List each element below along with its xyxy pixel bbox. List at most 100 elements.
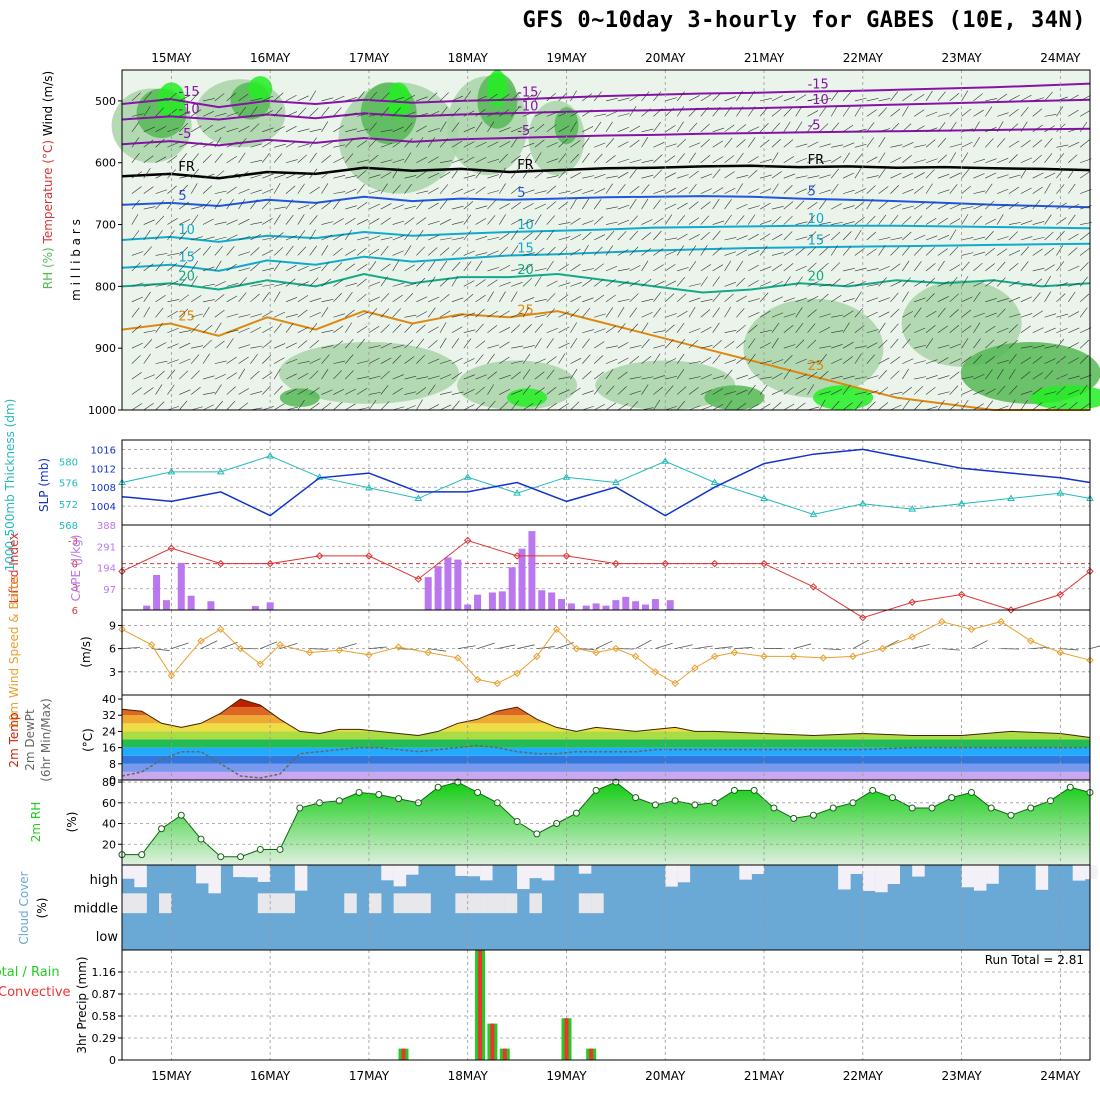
wind-barb: [285, 125, 297, 133]
wind-barb: [700, 405, 713, 411]
wind-barb: [736, 277, 746, 287]
wind-barb: [902, 142, 914, 148]
wind-barb: [546, 327, 558, 334]
wind-barb: [665, 172, 677, 179]
wind-barb: [902, 338, 911, 349]
li-point: [167, 544, 176, 552]
wind-barb: [902, 172, 914, 179]
wind-barb: [487, 93, 498, 102]
wind-barb: [333, 388, 345, 395]
wind-barb: [380, 129, 393, 133]
wind-barb: [771, 183, 779, 194]
wind-barb: [771, 296, 783, 303]
wind-barb: [949, 276, 958, 287]
wind-barb: [250, 247, 260, 256]
wind-barb: [179, 184, 188, 194]
wind-barb: [475, 260, 483, 272]
rh-point: [691, 801, 699, 809]
wind-barb: [202, 324, 213, 333]
wind-barb: [617, 280, 629, 287]
wind-barb: [1079, 109, 1091, 117]
wind-barb: [487, 111, 499, 117]
wind-barb: [1068, 233, 1079, 241]
cape-bar: [498, 591, 506, 610]
wind-barb: [380, 183, 388, 194]
temp-tick: 16: [102, 742, 116, 755]
wind-barb: [985, 325, 996, 333]
wind-barb: [191, 142, 203, 148]
wind-barb: [866, 297, 879, 303]
wind-barb: [1056, 217, 1067, 225]
wind-barb: [866, 401, 876, 411]
li-point: [266, 559, 274, 568]
slp-line: [121, 448, 1091, 517]
wind-barb: [854, 325, 865, 333]
wind-barb: [925, 406, 938, 411]
wind-barb: [914, 279, 925, 287]
wind-point: [305, 648, 314, 657]
wind-barb: [333, 144, 346, 148]
wind-barb: [570, 248, 581, 256]
wind-barb: [700, 154, 711, 163]
wind-barb: [925, 386, 936, 395]
wind-barb: [594, 173, 606, 179]
wind-barb: [380, 142, 393, 148]
wind-barb: [866, 97, 879, 102]
wind-barb: [665, 237, 678, 241]
wind-barb: [759, 139, 770, 148]
wind-barb: [937, 173, 950, 179]
wind-barb: [143, 168, 151, 179]
wind-barb: [262, 310, 273, 318]
wind-barb: [759, 292, 769, 303]
wind-barb: [404, 245, 412, 256]
wind-point: [730, 648, 739, 657]
wind-barb: [167, 108, 178, 117]
wind-barb: [783, 156, 795, 163]
wind-barb: [641, 384, 649, 395]
wind-barb: [854, 128, 867, 133]
wind-barb: [356, 293, 367, 303]
wind-barb: [736, 152, 744, 163]
wind-barb: [890, 308, 900, 318]
wind-barb: [700, 106, 709, 117]
wind-barb: [262, 200, 271, 210]
wind-barb: [297, 107, 307, 117]
wind-barb: [570, 189, 582, 194]
wind-barb: [143, 91, 152, 102]
rh-point: [276, 845, 284, 853]
wind-barb: [593, 91, 602, 102]
wind-barb: [594, 404, 605, 411]
wind-point: [691, 664, 699, 672]
wind-barb: [783, 313, 796, 318]
wind-barb: [345, 309, 355, 318]
wind-barb: [1008, 313, 1021, 318]
isotherm-label: -5: [178, 127, 191, 142]
wind-point: [167, 671, 176, 680]
x-tick-label-bottom: 21MAY: [744, 1069, 785, 1083]
wind-barb: [807, 406, 820, 411]
wind-barb: [831, 344, 843, 349]
wind-barb: [262, 188, 274, 194]
wind-barb: [724, 155, 735, 163]
wind-barb: [511, 218, 522, 225]
wind-barb: [807, 361, 820, 364]
wind-barb: [439, 322, 447, 333]
wind-barb: [582, 268, 595, 272]
wind-barb: [309, 245, 318, 256]
wind-barb: [238, 236, 251, 241]
rh-point: [217, 853, 225, 861]
cloud-gap-middle: [405, 893, 419, 914]
wind-barb: [570, 110, 582, 117]
wind-barb: [759, 233, 771, 241]
wind-barb: [273, 291, 281, 302]
wind-barb: [747, 137, 756, 148]
temp-bands: [122, 699, 1090, 780]
wind-barb: [392, 140, 403, 148]
wind-barb: [641, 108, 651, 117]
wind-barb: [831, 358, 843, 364]
wind-barb: [890, 172, 902, 179]
wind-barb: [499, 183, 506, 194]
wind-barb: [925, 90, 933, 102]
wind-barb: [262, 267, 274, 272]
wind-barb: [1044, 214, 1052, 225]
